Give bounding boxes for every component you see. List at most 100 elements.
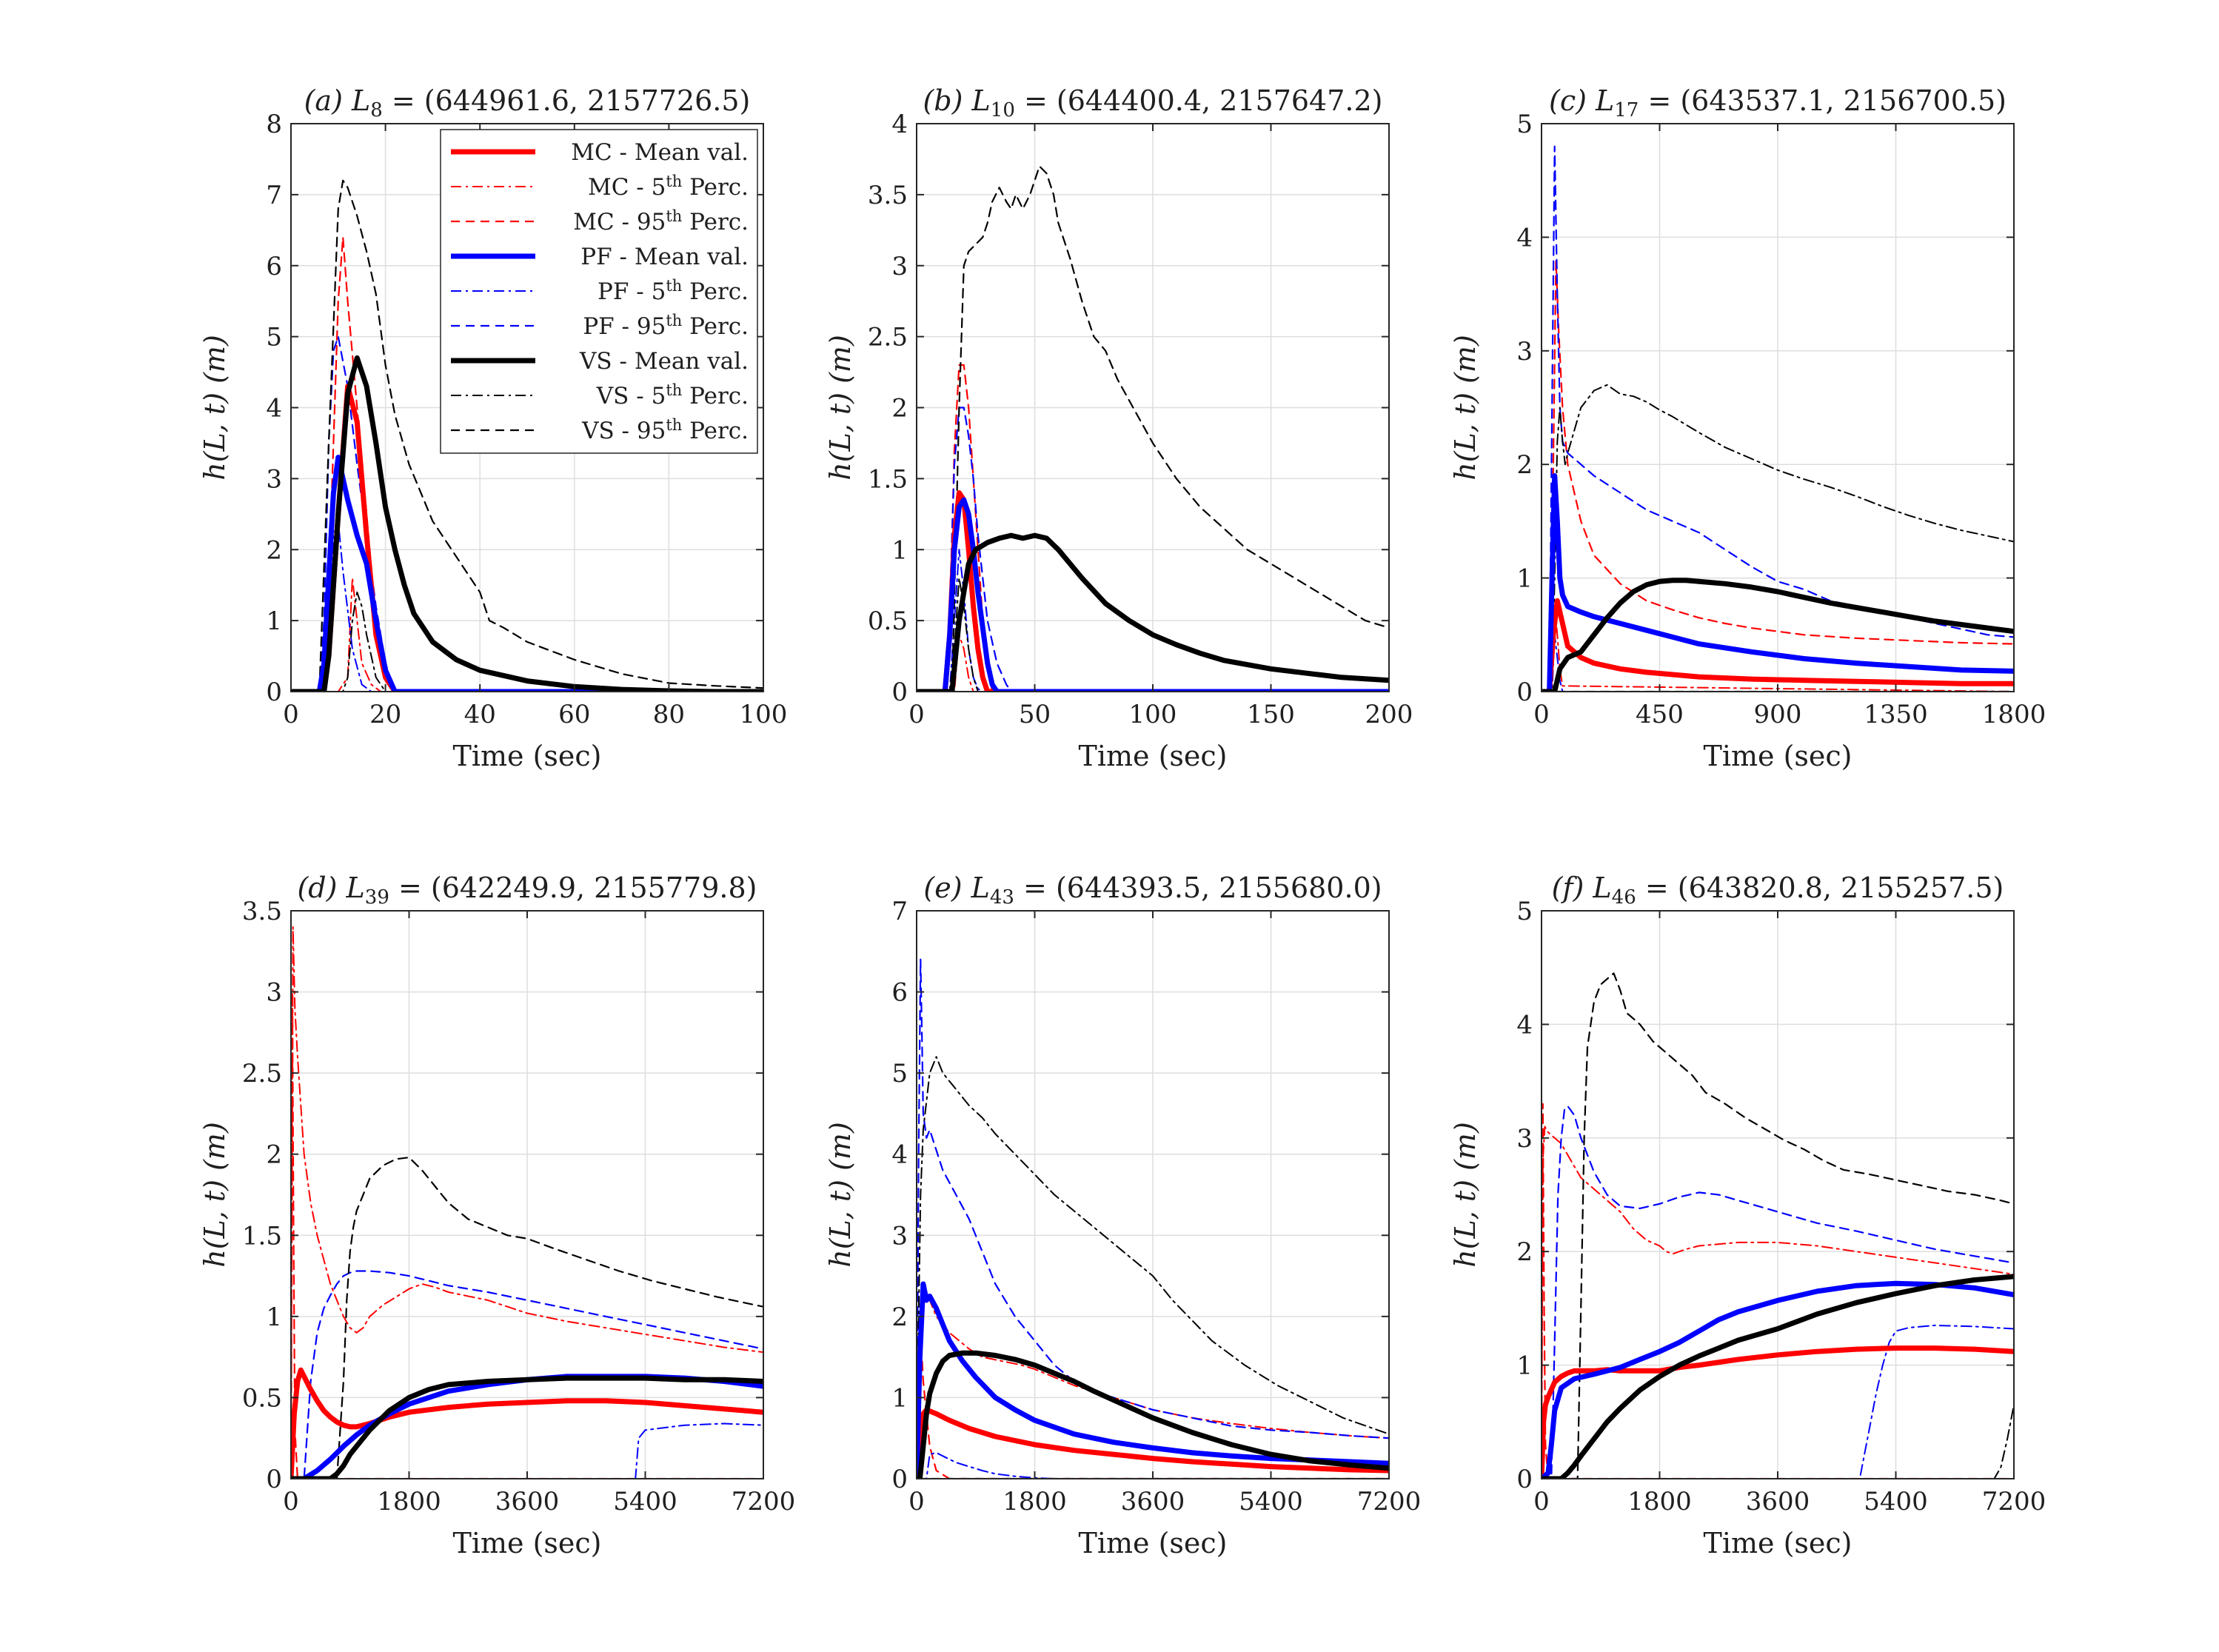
x-tick-label: 1800 <box>1627 1487 1692 1516</box>
y-tick-label: 0 <box>891 1465 908 1494</box>
series-line-vs-95th-perc <box>1542 972 2014 1479</box>
y-tick-label: 1.5 <box>868 464 908 494</box>
y-tick-label: 2 <box>1516 450 1533 480</box>
x-tick-label: 7200 <box>1357 1487 1422 1516</box>
y-tick-label: 1 <box>1516 564 1533 594</box>
y-tick-label: 4 <box>891 1140 908 1170</box>
y-tick-label: 7 <box>891 897 908 926</box>
series-group <box>1542 145 2014 692</box>
series-line-mc-95th-perc <box>1542 1103 2014 1479</box>
x-tick-label: 80 <box>653 700 685 729</box>
panel-title: (c) L17 = (643537.1, 2156700.5) <box>1549 84 2007 121</box>
y-tick-label: 7 <box>266 181 282 210</box>
chart-panel-a: 0 20 40 60 80 100 0 1 2 3 4 5 6 7 8 Time (sec) h(L, t) (… <box>198 84 787 772</box>
series-line-vs-mean-val <box>1542 1274 2014 1479</box>
y-tick-label: 0 <box>1516 678 1533 707</box>
y-tick-label: 2 <box>266 1140 282 1170</box>
legend-label: VS - Mean val. <box>579 348 749 375</box>
x-tick-label: 1350 <box>1864 700 1928 729</box>
series-line-pf-mean-val <box>1542 1280 2014 1479</box>
series-line-pf-5th-perc <box>291 1422 763 1479</box>
x-tick-label: 5400 <box>1239 1487 1303 1516</box>
x-axis-label: Time (sec) <box>1078 1527 1227 1559</box>
series-line-vs-5th-perc <box>1542 384 2014 692</box>
x-tick-label: 5400 <box>613 1487 677 1516</box>
y-tick-label: 1 <box>1516 1351 1533 1381</box>
chart-panel-c: 0 450 900 1350 1800 0 1 2 3 4 5 Time (sec) h(L, t) (… <box>1449 84 2046 772</box>
y-tick-label: 3 <box>266 978 282 1008</box>
y-axis-label: h(L, t) (m) <box>824 335 857 481</box>
x-tick-label: 5400 <box>1864 1487 1928 1516</box>
x-tick-label: 200 <box>1365 700 1413 729</box>
y-tick-label: 0 <box>1516 1465 1533 1494</box>
x-tick-label: 100 <box>1129 700 1177 729</box>
x-tick-label: 0 <box>283 1487 299 1516</box>
y-tick-label: 2.5 <box>868 323 908 352</box>
y-tick-label: 6 <box>891 978 908 1008</box>
y-tick-label: 3 <box>266 464 282 494</box>
y-tick-label: 1 <box>266 606 282 636</box>
y-tick-label: 0 <box>266 1465 282 1494</box>
panel-title: (a) L8 = (644961.6, 2157726.5) <box>304 84 751 121</box>
y-tick-label: 3.5 <box>868 181 908 210</box>
y-tick-label: 1 <box>266 1302 282 1332</box>
y-tick-label: 5 <box>891 1059 908 1088</box>
series-line-pf-mean-val <box>291 455 763 692</box>
series-group <box>917 165 1389 692</box>
legend-box <box>440 129 758 454</box>
series-line-vs-95th-perc <box>917 165 1389 692</box>
y-tick-label: 4 <box>1516 1010 1533 1040</box>
series-line-mc-mean-val <box>1542 598 2014 692</box>
x-tick-label: 0 <box>1533 1487 1550 1516</box>
series-line-mc-5th-perc <box>1542 1126 2014 1479</box>
x-tick-label: 7200 <box>732 1487 796 1516</box>
series-line-vs-5th-perc <box>917 1056 1389 1479</box>
y-tick-label: 2 <box>891 1302 908 1332</box>
y-tick-label: 1 <box>891 1383 908 1413</box>
y-tick-label: 0 <box>891 678 908 707</box>
y-tick-label: 2 <box>891 394 908 424</box>
x-tick-label: 0 <box>908 1487 925 1516</box>
x-tick-label: 20 <box>369 700 401 729</box>
series-line-pf-95th-perc <box>917 407 1389 692</box>
y-tick-label: 0.5 <box>868 606 908 636</box>
x-tick-label: 50 <box>1019 700 1051 729</box>
x-tick-label: 1800 <box>1003 1487 1067 1516</box>
x-tick-label: 60 <box>558 700 590 729</box>
y-axis-label: h(L, t) (m) <box>198 335 231 481</box>
series-line-mc-5th-perc <box>1542 600 2014 692</box>
x-axis-label: Time (sec) <box>1703 1527 1852 1559</box>
series-line-pf-95th-perc <box>917 958 1389 1479</box>
x-tick-label: 1800 <box>377 1487 441 1516</box>
x-tick-label: 3600 <box>495 1487 560 1516</box>
x-axis-label: Time (sec) <box>452 1527 601 1559</box>
y-tick-label: 5 <box>266 323 282 352</box>
series-line-vs-mean-val <box>1542 578 2014 692</box>
series-line-pf-mean-val <box>917 497 1389 692</box>
series-line-pf-mean-val <box>917 1281 1389 1479</box>
series-line-vs-mean-val <box>917 1350 1389 1479</box>
legend-label: PF - Mean val. <box>580 244 749 270</box>
x-tick-label: 3600 <box>1121 1487 1185 1516</box>
legend: MC - Mean val. MC - 5th Perc. MC - 95th Pe… <box>440 129 758 454</box>
x-tick-label: 0 <box>908 700 925 729</box>
chart-panel-d: 0 1800 3600 5400 7200 0 0.5 1 1.5 2 2.5 3 3.5 Time (s… <box>198 872 795 1559</box>
y-tick-label: 3.5 <box>242 897 282 926</box>
x-tick-label: 100 <box>740 700 788 729</box>
x-tick-label: 7200 <box>1982 1487 2046 1516</box>
grid-lines <box>290 910 764 1479</box>
y-tick-label: 6 <box>266 252 282 281</box>
x-tick-label: 0 <box>283 700 299 729</box>
y-tick-label: 3 <box>1516 337 1533 367</box>
series-line-mc-mean-val <box>1542 1345 2014 1479</box>
y-tick-label: 2 <box>1516 1237 1533 1267</box>
y-axis-label: h(L, t) (m) <box>198 1122 231 1268</box>
series-line-vs-mean-val <box>917 532 1389 692</box>
y-tick-label: 4 <box>266 394 282 424</box>
x-axis-label: Time (sec) <box>452 740 601 772</box>
series-group <box>291 179 763 692</box>
x-tick-label: 150 <box>1247 700 1295 729</box>
y-tick-label: 0.5 <box>242 1383 282 1413</box>
series-line-mc-5th-perc <box>291 926 763 1479</box>
